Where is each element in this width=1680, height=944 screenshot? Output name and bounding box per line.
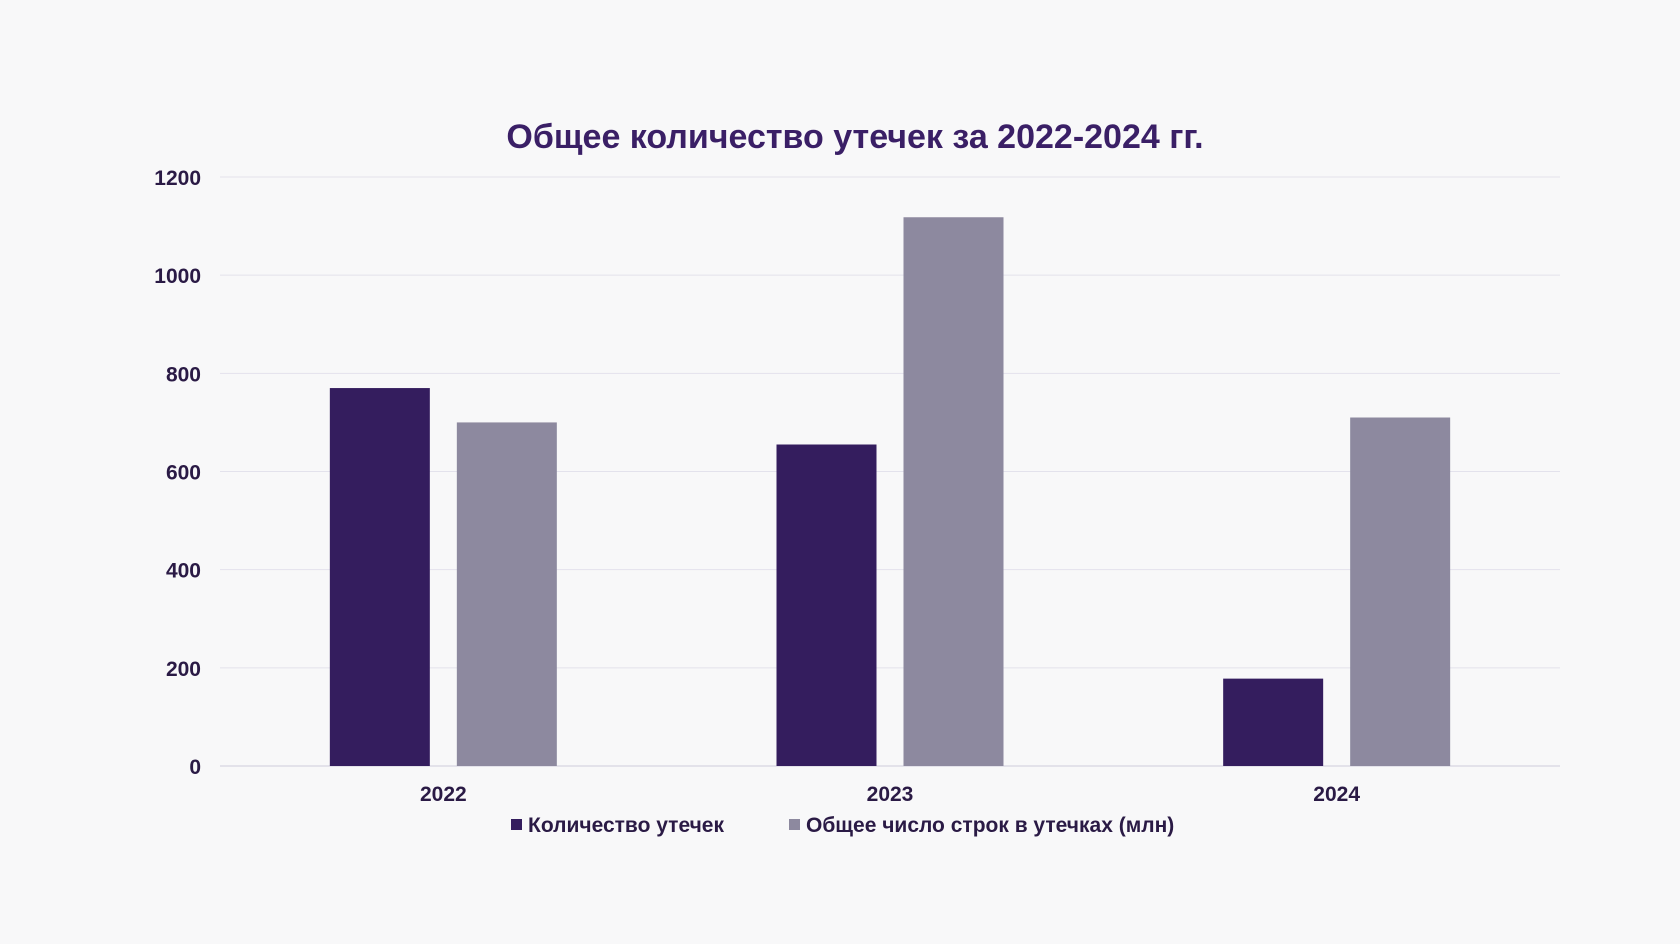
bar-2022-series-1 (329, 388, 430, 766)
gridlines (220, 176, 1560, 767)
chart-title: Общее количество утечек за 2022-2024 гг. (506, 118, 1203, 156)
y-tick-label: 1000 (154, 265, 201, 288)
bar-2024-series-1 (1223, 678, 1324, 766)
x-tick-label-2023: 2023 (867, 783, 914, 806)
bar-2022-series-2 (456, 422, 557, 766)
legend-swatch-2 (789, 819, 800, 830)
y-axis-tick-labels: 0 200 400 600 800 1000 1200 (154, 167, 201, 779)
legend: Количество утечек Общее число строк в уте… (511, 814, 1174, 837)
x-tick-label-2022: 2022 (420, 783, 467, 806)
y-tick-label: 800 (166, 363, 201, 386)
y-tick-label: 0 (189, 756, 201, 779)
legend-label-1: Количество утечек (528, 814, 724, 837)
y-tick-label: 600 (166, 462, 201, 485)
bar-2024-series-2 (1350, 417, 1451, 766)
y-tick-label: 1200 (154, 167, 201, 190)
y-tick-label: 200 (166, 658, 201, 681)
x-axis-tick-labels: 2022 2023 2024 (420, 783, 1360, 806)
legend-label-2: Общее число строк в утечках (млн) (806, 814, 1174, 837)
bar-2023-series-1 (776, 444, 877, 766)
x-tick-label-2024: 2024 (1313, 783, 1360, 806)
y-tick-label: 400 (166, 560, 201, 583)
bars (329, 217, 1451, 766)
bar-2023-series-2 (903, 217, 1004, 766)
legend-swatch-1 (511, 819, 522, 830)
